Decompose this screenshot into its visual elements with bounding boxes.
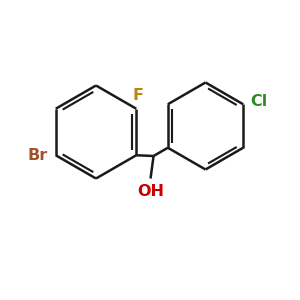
Text: Br: Br xyxy=(28,148,48,163)
Text: Cl: Cl xyxy=(251,94,268,109)
Text: OH: OH xyxy=(137,184,164,199)
Text: F: F xyxy=(132,88,143,103)
